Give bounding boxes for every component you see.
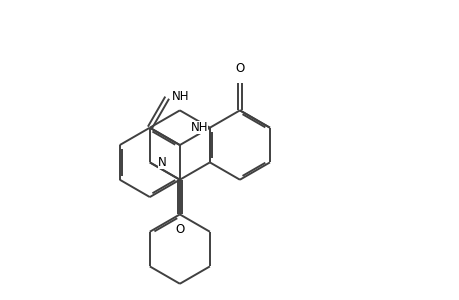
Text: NH: NH	[190, 121, 207, 134]
Text: NH: NH	[172, 90, 189, 104]
Text: O: O	[235, 62, 244, 75]
Text: N: N	[157, 156, 166, 169]
Text: O: O	[174, 91, 183, 104]
Text: O: O	[175, 223, 184, 236]
